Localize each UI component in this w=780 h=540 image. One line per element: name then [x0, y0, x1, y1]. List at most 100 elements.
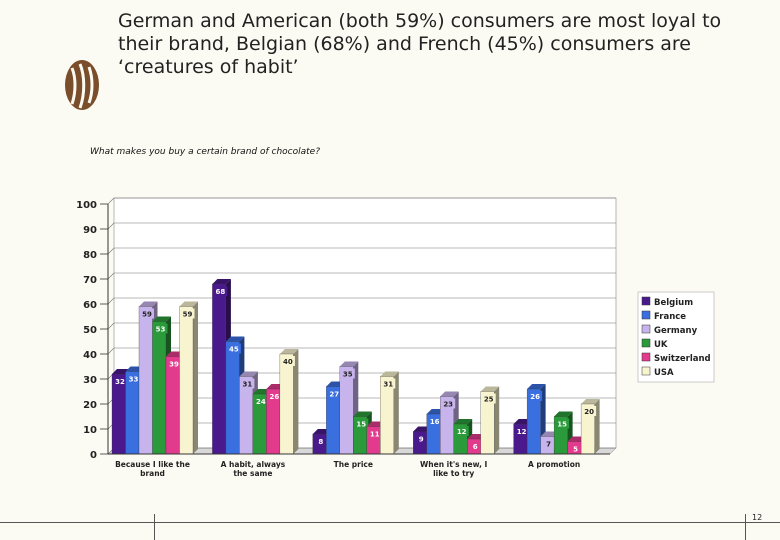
data-label-bg [240, 378, 255, 389]
data-label: 27 [329, 391, 339, 399]
data-label: 24 [256, 398, 266, 406]
bar-side [293, 349, 299, 454]
bar-side [193, 301, 198, 454]
bar-top [480, 386, 500, 392]
data-label-bg [126, 373, 141, 384]
bar-top [339, 361, 359, 367]
legend-label: UK [654, 340, 668, 350]
legend-swatch [641, 324, 651, 334]
data-label: 12 [457, 428, 467, 436]
data-label: 6 [473, 443, 478, 451]
bar [165, 356, 180, 455]
data-label: 31 [243, 381, 253, 389]
y-tick-label: 60 [83, 300, 97, 311]
data-label: 68 [216, 288, 226, 296]
data-label: 23 [443, 401, 453, 409]
gridline-depth [107, 247, 115, 255]
data-label: 59 [183, 311, 193, 319]
data-label: 20 [584, 408, 594, 416]
legend-swatch [641, 310, 651, 320]
bar-top [212, 279, 231, 284]
gridline-depth [107, 322, 115, 330]
data-label: 33 [129, 376, 139, 384]
data-label: 26 [530, 393, 540, 401]
gridline-depth [107, 222, 115, 230]
footer-tick-right [745, 514, 746, 540]
data-label-bg [280, 356, 295, 366]
data-label: 39 [169, 361, 179, 369]
legend-label: Germany [654, 326, 698, 336]
company-logo [62, 58, 102, 112]
data-label-bg [327, 388, 342, 399]
bar-top [152, 316, 171, 322]
data-label-bg [468, 441, 483, 451]
data-label-bg [313, 436, 328, 446]
y-tick-label: 10 [83, 425, 97, 436]
bar-top [453, 419, 473, 424]
data-label: 15 [356, 421, 366, 429]
data-label-bg [381, 378, 396, 389]
bar-top [179, 301, 198, 307]
data-label: 7 [546, 441, 551, 449]
x-category-label: The price [334, 460, 373, 469]
legend-box [637, 291, 715, 383]
bar-top [554, 411, 573, 417]
bar-side [393, 371, 399, 454]
data-label-bg [528, 391, 543, 401]
data-label: 8 [318, 438, 323, 446]
data-label: 26 [270, 393, 280, 401]
data-label-bg [555, 418, 570, 429]
data-label-bg [582, 406, 597, 416]
bar-top [225, 336, 245, 342]
y-tick-label: 20 [83, 400, 97, 411]
y-tick-label: 30 [83, 375, 97, 386]
y-tick-label: 50 [83, 325, 97, 336]
gridline-depth [107, 347, 115, 355]
x-category-label: Because I like the [115, 460, 190, 469]
chart-bars: 32 33 59 53 39 59 68 45 31 24 26 40 8 27 35 15 11 31 9 16 23… [111, 279, 600, 455]
data-label-bg [454, 426, 469, 436]
data-label: 11 [370, 431, 380, 439]
data-label: 35 [343, 371, 353, 379]
page-number: 12 [752, 513, 763, 522]
legend-label: France [654, 312, 686, 322]
gridline-depth [107, 197, 115, 205]
bar-top [239, 371, 258, 377]
legend-swatch [641, 338, 651, 348]
data-label-bg [427, 416, 442, 426]
data-label-bg [153, 323, 168, 334]
bar [138, 306, 153, 455]
data-label-bg [367, 428, 382, 439]
bar-top [380, 371, 399, 377]
x-category-label: A promotion [528, 460, 580, 469]
legend-swatch [641, 366, 651, 376]
legend-swatch [641, 296, 651, 306]
x-category-label: like to try [433, 469, 474, 478]
data-label: 12 [517, 428, 527, 436]
bar [125, 371, 140, 455]
data-label: 59 [142, 311, 152, 319]
chart-question: What makes you buy a certain brand of ch… [90, 147, 320, 157]
chart-axes: 0 10 20 30 40 50 60 70 80 90 100 Because I like the… [76, 200, 610, 478]
data-label-bg [267, 391, 282, 401]
data-label: 16 [430, 418, 440, 426]
y-tick-label: 80 [83, 250, 97, 261]
data-label-bg [340, 368, 355, 379]
footer-divider [0, 522, 780, 523]
gridline-depth [107, 272, 115, 280]
data-label-bg [253, 396, 268, 406]
x-category-label: the same [233, 469, 272, 478]
x-category-label: A habit, always [221, 460, 286, 469]
bar [212, 283, 227, 455]
data-label-bg [140, 308, 154, 319]
y-tick-label: 100 [76, 200, 97, 211]
data-label: 25 [484, 396, 494, 404]
legend-label: Switzerland [654, 354, 711, 364]
data-label: 9 [419, 436, 424, 444]
data-label-bg [113, 376, 127, 386]
data-label: 32 [115, 378, 125, 386]
bar [339, 366, 354, 455]
bar-top [581, 399, 600, 404]
data-label-bg [414, 433, 429, 444]
